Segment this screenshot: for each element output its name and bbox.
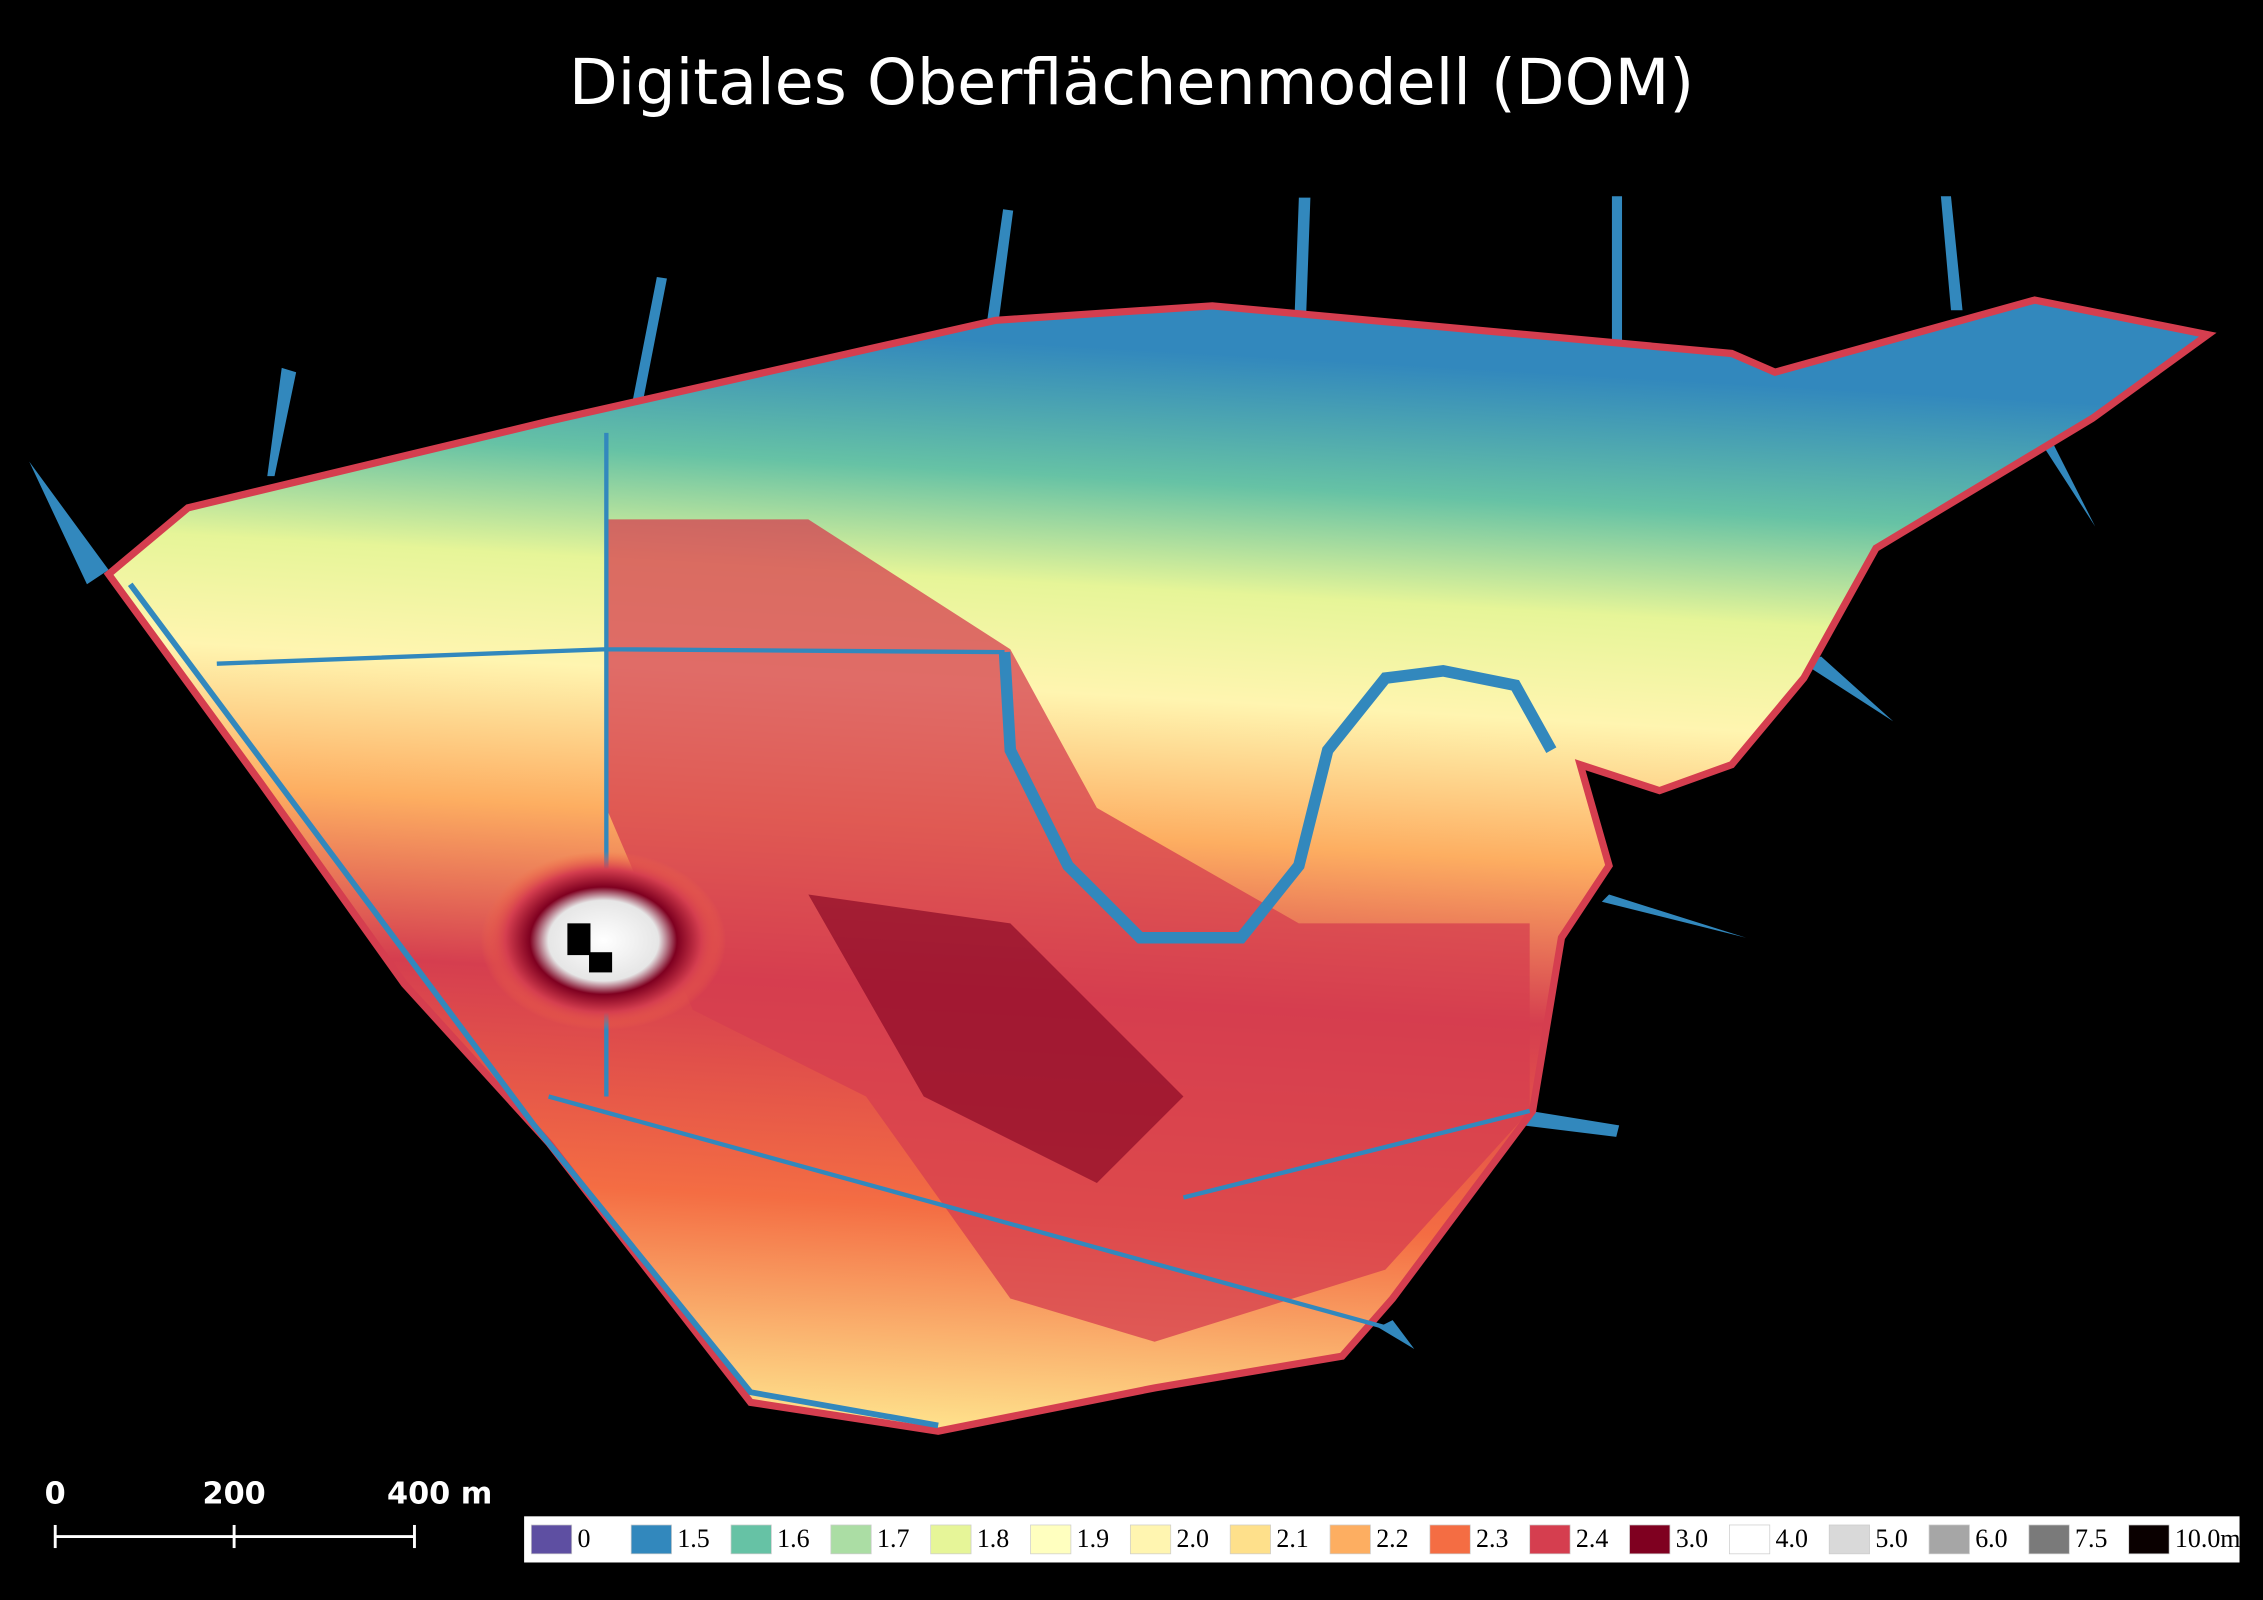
- hill: [480, 851, 727, 1031]
- legend-label: 2.2: [1376, 1524, 1408, 1553]
- high-area: [606, 519, 1530, 1342]
- legend-swatch: [1529, 1524, 1571, 1555]
- legend-label: 6.0: [1975, 1524, 2007, 1553]
- legend-label: 1.7: [877, 1524, 909, 1553]
- legend-swatch: [1828, 1524, 1870, 1555]
- legend-swatch: [630, 1524, 672, 1555]
- legend-swatch: [2128, 1524, 2170, 1555]
- legend-label: 3.0: [1676, 1524, 1708, 1553]
- scale-label: 0: [45, 1476, 66, 1511]
- legend-swatch: [1928, 1524, 1970, 1555]
- legend-swatch: [1229, 1524, 1271, 1555]
- scale-label: 200: [203, 1476, 266, 1511]
- legend-swatch: [2028, 1524, 2070, 1555]
- legend-label: 2.1: [1276, 1524, 1308, 1553]
- legend-swatch: [1429, 1524, 1471, 1555]
- scale-label: 400 m: [387, 1476, 492, 1511]
- building: [567, 923, 591, 956]
- scale-bar: 0 200 400 m: [43, 1474, 495, 1549]
- legend-swatch: [1729, 1524, 1771, 1555]
- legend-swatch: [1129, 1524, 1172, 1555]
- legend-label: 4.0: [1776, 1524, 1808, 1553]
- island: [29, 196, 2217, 1435]
- legend-label: 0: [577, 1524, 590, 1553]
- river: [998, 651, 1557, 944]
- legend-swatch: [530, 1524, 573, 1555]
- legend-label: 10.0m: [2175, 1524, 2241, 1553]
- legend-label: 1.5: [677, 1524, 709, 1553]
- legend-label: 7.5: [2075, 1524, 2107, 1553]
- legend: 0 1.5 1.6 1.7 1.8 1.9 2.0 2.1 2.2 2.3 2.4 3.0 4.0 5.0…: [524, 1516, 2241, 1563]
- legend-label: 2.0: [1177, 1524, 1209, 1553]
- title: Digitales Oberflächenmodell (DOM): [569, 45, 1694, 119]
- legend-label: 2.4: [1576, 1524, 1608, 1553]
- channel: [216, 432, 1531, 1330]
- legend-swatch: [1629, 1524, 1671, 1555]
- high-area: [808, 894, 1184, 1184]
- legend-swatch: [830, 1524, 872, 1555]
- legend-label: 1.6: [777, 1524, 809, 1553]
- building: [589, 952, 613, 973]
- legend-label: 5.0: [1875, 1524, 1907, 1553]
- legend-swatch: [1030, 1524, 1072, 1555]
- legend-label: 2.3: [1476, 1524, 1508, 1553]
- legend-label: 1.9: [1077, 1524, 1109, 1553]
- legend-swatch: [1329, 1524, 1371, 1555]
- legend-swatch: [730, 1524, 772, 1555]
- legend-label: 1.8: [977, 1524, 1009, 1553]
- dike-ditch: [127, 582, 939, 1429]
- legend-swatch: [930, 1524, 972, 1555]
